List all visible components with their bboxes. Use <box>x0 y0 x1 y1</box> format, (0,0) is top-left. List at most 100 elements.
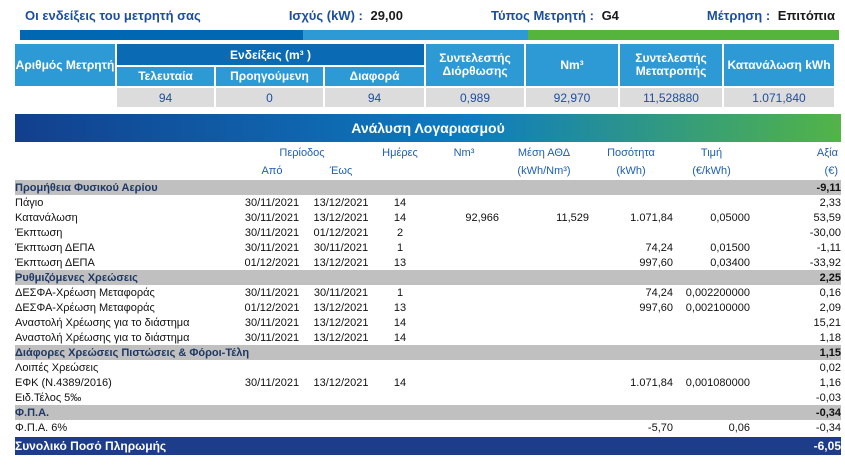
row-avg-athd: 11,529 <box>556 211 589 224</box>
row-value: 53,59 <box>813 211 841 224</box>
table-row: Έκπτωση 30/11/2021 01/12/2021 2 -30,00 <box>15 225 841 240</box>
row-avg-athd <box>499 195 589 210</box>
section-value: -0,34 <box>815 406 841 419</box>
row-avg-athd <box>499 360 589 375</box>
row-label: Κατανάλωση <box>15 211 78 224</box>
empty-header-cell <box>429 162 499 180</box>
row-value: -33,92 <box>809 256 841 269</box>
row-nm3 <box>429 420 499 436</box>
section-label: Διάφορες Χρεώσεις Πιστώσεις & Φόροι-Τέλη <box>15 346 250 359</box>
divider-segment-green <box>527 30 839 40</box>
row-avg-athd <box>499 330 589 345</box>
meter-readings-title: Οι ενδείξεις του μετρητή σας <box>25 8 201 23</box>
consumption-kwh-value: 1.071,840 <box>724 88 834 107</box>
meter-readings-table: Αριθμός Μετρητή Ενδείξεις (m³ ) Συντελεσ… <box>15 44 834 107</box>
conversion-factor-value: 11,528880 <box>620 88 722 107</box>
bill-analysis-title: Ανάλυση Λογαριασμού <box>351 120 505 136</box>
table-row: Λοιπές Χρεώσεις 0,02 <box>15 360 841 375</box>
row-to-date: 13/12/2021 <box>313 331 369 344</box>
readings-header: Ενδείξεις (m³ ) <box>117 44 424 65</box>
section-row: Φ.Π.Α. -0,34 <box>15 405 841 420</box>
row-avg-athd <box>499 420 589 436</box>
last-reading-header: Τελευταία <box>117 67 214 86</box>
row-value: 0,16 <box>819 286 841 299</box>
row-from-date: 30/11/2021 <box>244 226 300 239</box>
row-value: 0,02 <box>819 361 841 374</box>
row-label: Ειδ.Τέλος 5‰ <box>15 391 82 404</box>
row-quantity <box>589 195 673 210</box>
row-from-date: 30/11/2021 <box>244 241 300 254</box>
row-days: 14 <box>393 196 407 209</box>
section-value: -9,11 <box>816 181 841 194</box>
row-quantity: 997,60 <box>639 256 673 269</box>
row-price: 0,001080000 <box>685 376 750 389</box>
previous-reading-value: 0 <box>216 88 323 107</box>
tricolor-divider-bar <box>20 30 839 40</box>
meter-type-field: Τύπος Μετρητή : G4 <box>491 8 619 23</box>
section-label: Προμήθεια Φυσικού Αερίου <box>15 181 158 194</box>
row-quantity: 74,24 <box>645 286 673 299</box>
row-to-date <box>311 360 371 375</box>
row-to-date: 13/12/2021 <box>313 376 369 389</box>
meter-type-label: Τύπος Μετρητή : <box>491 8 594 23</box>
row-to-date: 13/12/2021 <box>313 316 369 329</box>
row-from-date <box>233 390 311 405</box>
row-value: 1,16 <box>819 376 841 389</box>
row-from-date: 01/12/2021 <box>244 301 300 314</box>
row-nm3 <box>429 330 499 345</box>
empty-header-cell <box>15 162 233 180</box>
row-value: -0,03 <box>815 391 841 404</box>
row-value: 2,33 <box>819 196 841 209</box>
avg-athd-header: Μέση ΑΘΔ <box>517 147 571 159</box>
row-avg-athd <box>499 315 589 330</box>
row-label: Έκπτωση <box>15 226 63 239</box>
table-row: Ειδ.Τέλος 5‰ -0,03 <box>15 390 841 405</box>
row-from-date: 30/11/2021 <box>244 211 300 224</box>
row-nm3 <box>429 360 499 375</box>
meter-number-header: Αριθμός Μετρητή <box>15 44 115 86</box>
row-days: 14 <box>393 331 407 344</box>
divider-segment-blue <box>20 30 303 40</box>
row-from-date <box>233 360 311 375</box>
row-from-date: 30/11/2021 <box>244 376 300 389</box>
analysis-table-body: Προμήθεια Φυσικού Αερίου -9,11 Πάγιο 30/11/… <box>15 180 841 455</box>
row-quantity: 997,60 <box>639 301 673 314</box>
row-to-date: 13/12/2021 <box>313 256 369 269</box>
section-label: Ρυθμιζόμενες Χρεώσεις <box>15 271 138 284</box>
row-price <box>673 390 750 405</box>
row-quantity <box>589 225 673 240</box>
section-row: Ρυθμιζόμενες Χρεώσεις 2,25 <box>15 270 841 285</box>
measurement-field: Μέτρηση : Επιτόπια <box>707 8 835 23</box>
row-days: 14 <box>393 316 407 329</box>
row-label: Λοιπές Χρεώσεις <box>15 361 99 374</box>
bill-analysis-table: Περίοδος Ημέρες Nm³ Μέση ΑΘΔ Ποσότητα Τι… <box>15 144 841 455</box>
meter-number-value <box>15 88 115 107</box>
table-row: ΔΕΣΦΑ-Χρέωση Μεταφοράς 30/11/2021 30/11/20… <box>15 285 841 300</box>
row-avg-athd <box>499 225 589 240</box>
row-label: Έκπτωση ΔΕΠΑ <box>15 256 95 269</box>
section-value: 2,25 <box>819 271 841 284</box>
row-days <box>371 420 429 436</box>
row-nm3 <box>429 300 499 315</box>
meter-type-value: G4 <box>601 8 619 23</box>
table-row: Πάγιο 30/11/2021 13/12/2021 14 2,33 <box>15 195 841 210</box>
correction-factor-header: Συντελεστής Διόρθωσης <box>426 44 524 86</box>
total-payment-label: Συνολικό Ποσό Πληρωμής <box>15 439 167 453</box>
row-days: 14 <box>393 376 407 389</box>
row-avg-athd <box>499 255 589 270</box>
row-nm3 <box>429 195 499 210</box>
value-header: Αξία <box>816 147 838 159</box>
row-price: 0,03400 <box>710 256 750 269</box>
row-to-date <box>311 420 371 436</box>
row-quantity: 1.071,84 <box>630 211 673 224</box>
previous-reading-header: Προηγούμενη <box>216 67 323 86</box>
table-row: ΔΕΣΦΑ-Χρέωση Μεταφοράς 01/12/2021 13/12/20… <box>15 300 841 315</box>
row-nm3 <box>429 390 499 405</box>
divider-segment-lightblue <box>302 30 528 40</box>
total-payment-value: -6,05 <box>813 439 841 453</box>
row-price <box>673 195 750 210</box>
nm3-header: Nm³ <box>526 44 618 86</box>
value-unit-header: (€) <box>824 165 838 177</box>
table-row: Αναστολή Χρέωσης για το διάστημα 30/11/20… <box>15 330 841 345</box>
row-avg-athd <box>499 390 589 405</box>
